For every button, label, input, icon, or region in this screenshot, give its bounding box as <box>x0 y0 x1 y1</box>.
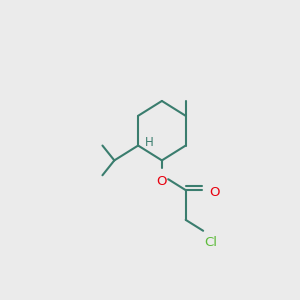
Text: Cl: Cl <box>204 236 217 249</box>
Text: O: O <box>209 186 220 199</box>
Text: O: O <box>157 175 167 188</box>
Text: H: H <box>145 136 154 149</box>
